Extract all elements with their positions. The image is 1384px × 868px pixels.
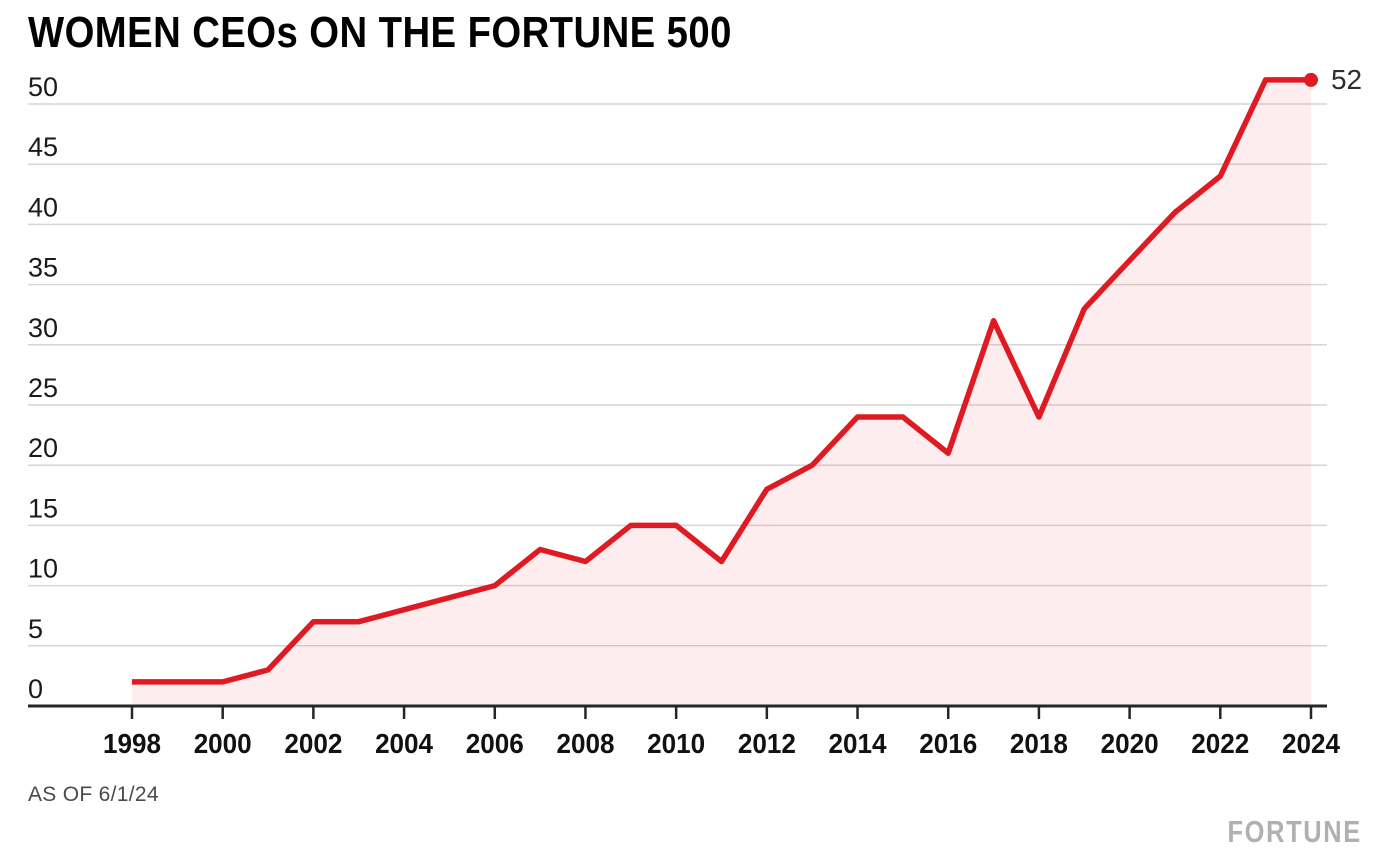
x-tick-label: 2006 xyxy=(466,728,524,759)
x-tick-label: 2002 xyxy=(284,728,342,759)
data-line xyxy=(132,77,1311,685)
y-tick-label: 5 xyxy=(28,614,43,644)
y-tick-label: 25 xyxy=(28,373,58,403)
y-tick-label: 45 xyxy=(28,132,58,162)
fortune-logo: FORTUNE xyxy=(1227,814,1362,849)
x-tick-label: 2020 xyxy=(1101,728,1159,759)
y-tick-label: 15 xyxy=(28,493,58,523)
y-tick-label: 40 xyxy=(28,192,58,222)
chart-title: WOMEN CEOs ON THE FORTUNE 500 xyxy=(28,8,732,57)
y-tick-label: 10 xyxy=(28,554,58,584)
area-fill xyxy=(132,79,1311,706)
x-tick-label: 2012 xyxy=(738,728,796,759)
x-tick-label: 2018 xyxy=(1010,728,1068,759)
x-tick-label: 2010 xyxy=(647,728,705,759)
x-tick-label: 2016 xyxy=(919,728,977,759)
endpoint-dot xyxy=(1303,72,1318,87)
x-tick-label: 2022 xyxy=(1191,728,1249,759)
end-value-label: 52 xyxy=(1331,64,1362,95)
x-tick-label: 2024 xyxy=(1282,728,1340,759)
x-tick-label: 2004 xyxy=(375,728,433,759)
x-tick-label: 2000 xyxy=(194,728,252,759)
y-tick-label: 20 xyxy=(28,433,58,463)
x-tick-label: 1998 xyxy=(103,728,161,759)
x-tick-label: 2014 xyxy=(829,728,887,759)
y-tick-label: 50 xyxy=(28,72,58,102)
as-of-note: AS OF 6/1/24 xyxy=(28,783,159,806)
x-tick-label: 2008 xyxy=(556,728,614,759)
y-tick-label: 0 xyxy=(28,674,43,704)
y-tick-label: 35 xyxy=(28,253,58,283)
y-tick-label: 30 xyxy=(28,313,58,343)
